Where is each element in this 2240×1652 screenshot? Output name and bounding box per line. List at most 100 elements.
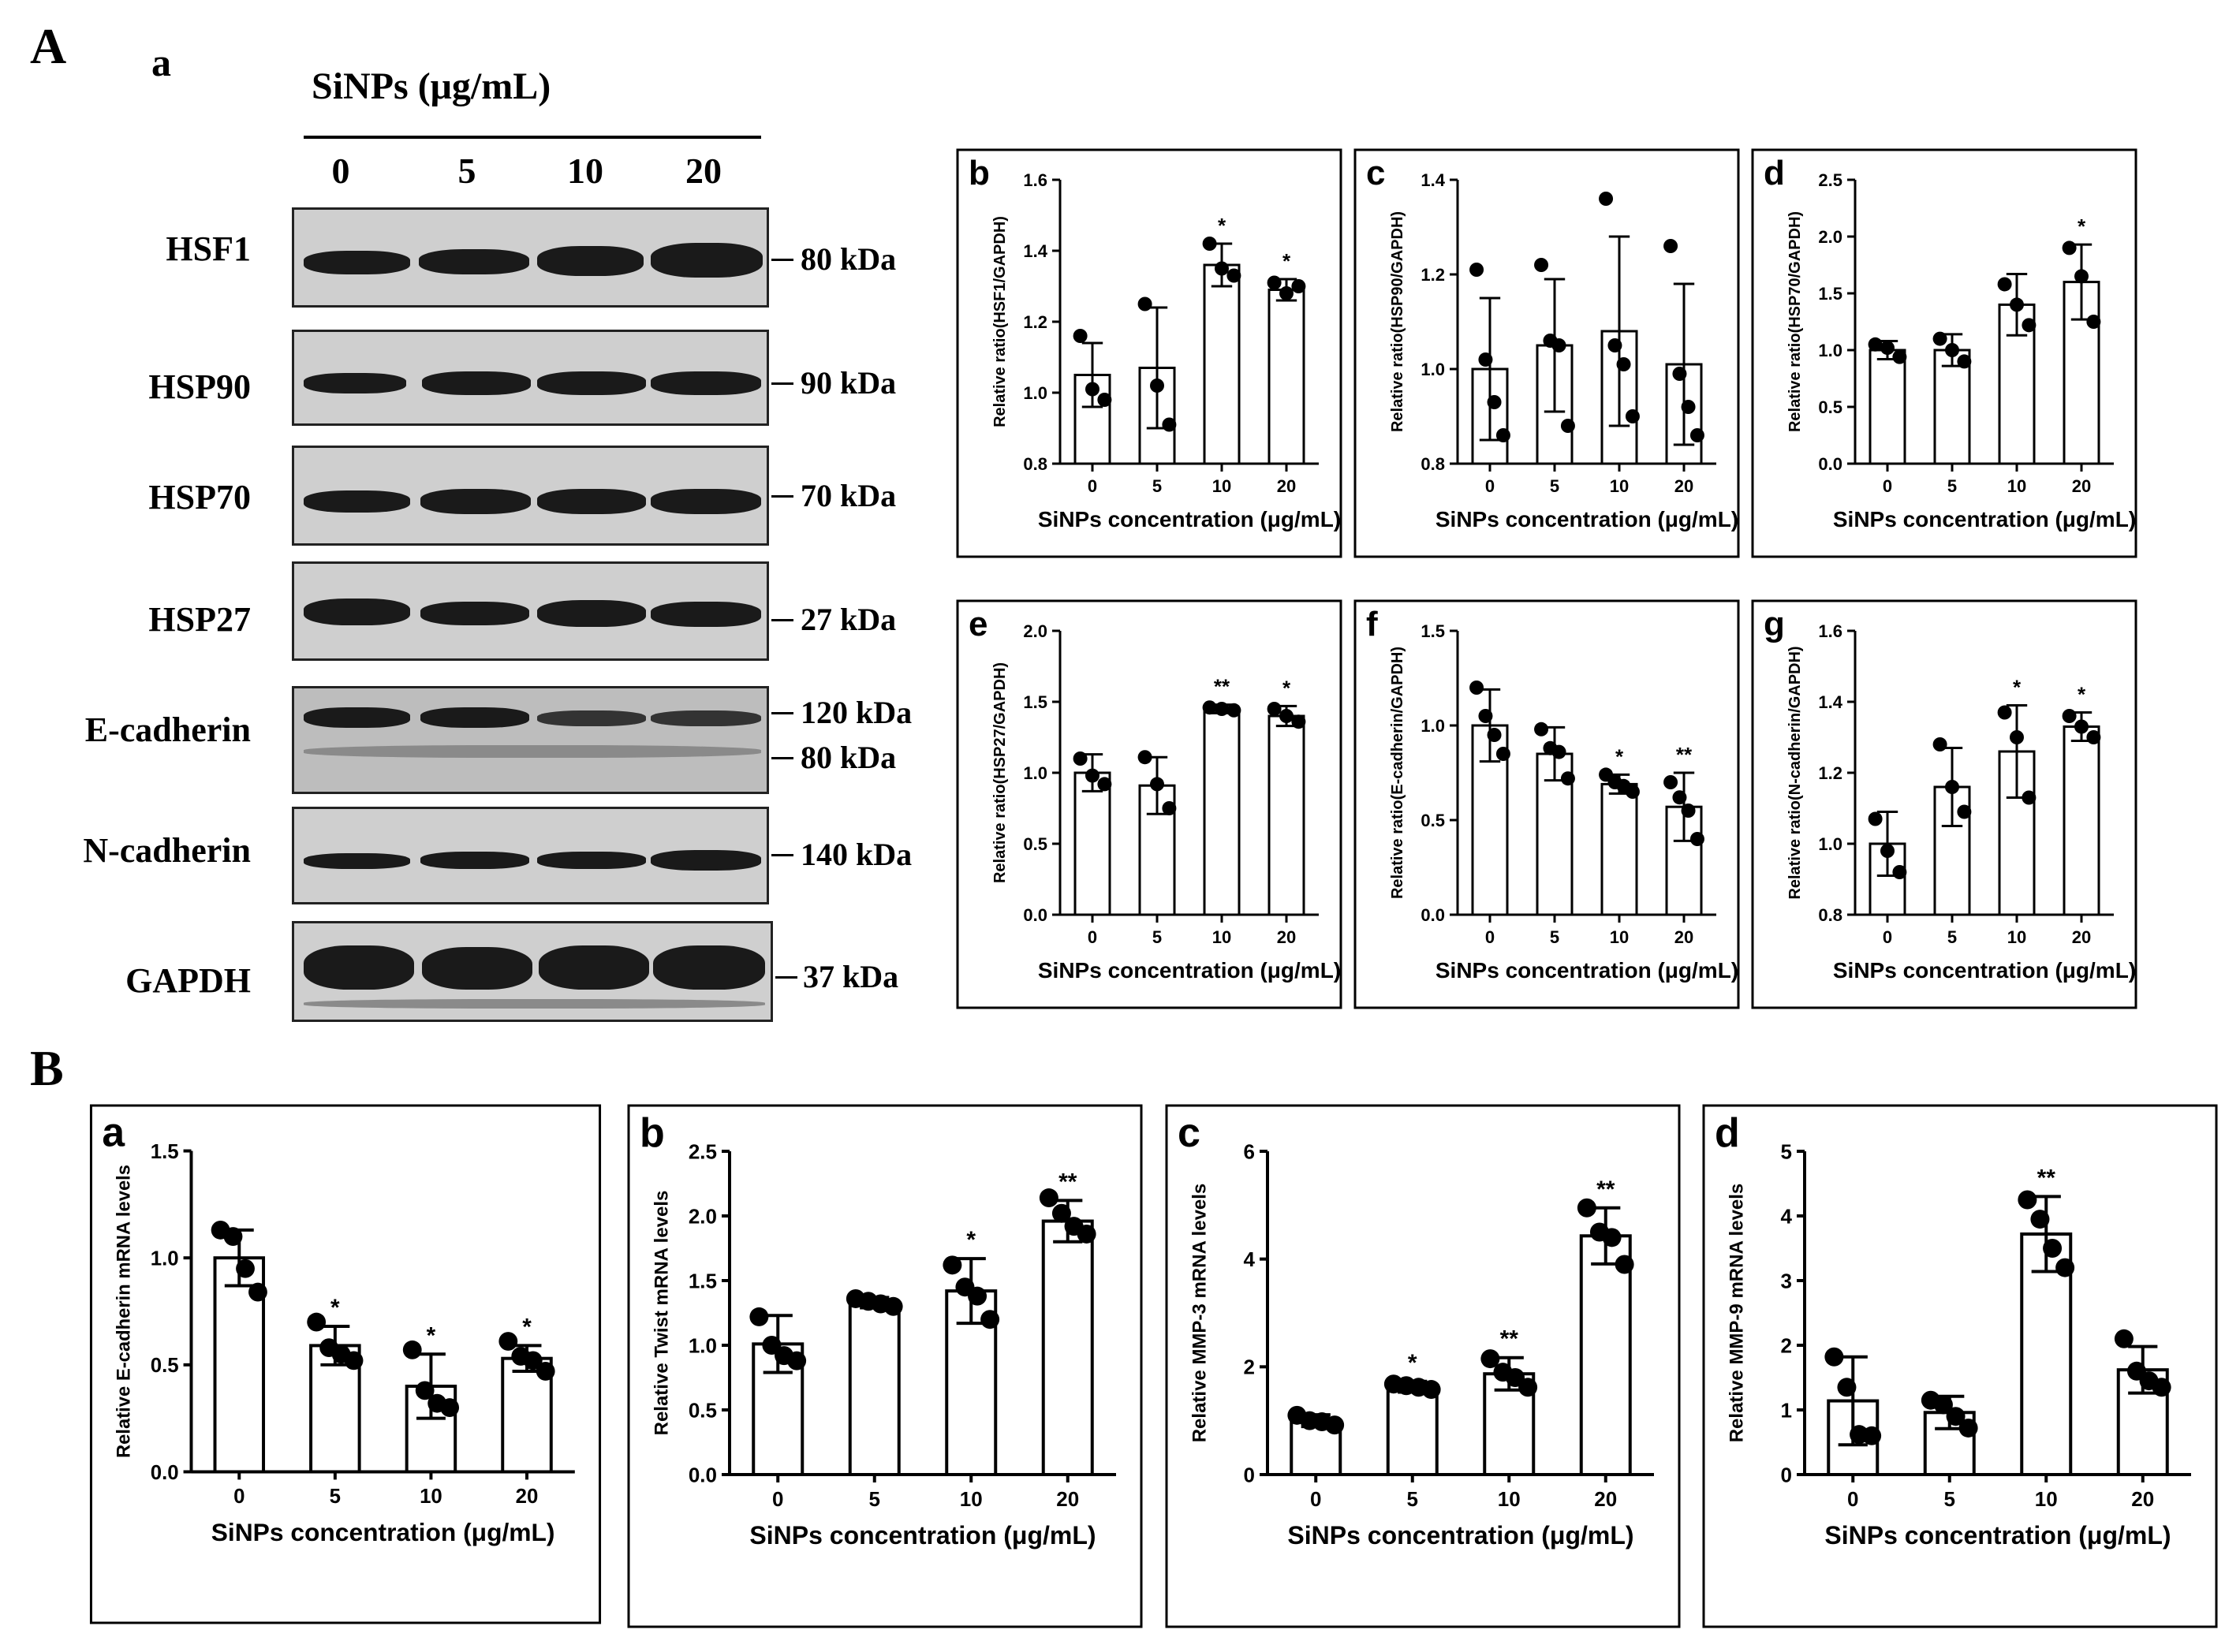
x-tick-label: 10	[1610, 927, 1629, 947]
significance-mark: *	[330, 1295, 340, 1321]
x-tick-label: 5	[1947, 476, 1957, 496]
marker-n-cadherin: 140 kDa	[801, 837, 913, 872]
data-point	[1051, 1203, 1071, 1223]
x-tick-label: 20	[1594, 1487, 1617, 1511]
dose-label-10: 10	[567, 151, 603, 191]
panel-letter: c	[1366, 154, 1385, 192]
y-tick-label: 1.5	[689, 1269, 717, 1292]
panel-letter: f	[1366, 605, 1378, 643]
significance-mark: **	[1596, 1177, 1615, 1203]
blot-n-cadherin	[292, 807, 769, 904]
blot-hsf1	[292, 207, 769, 308]
chart-hsf1-ratio: b 0.8 1.0 1.2 1.4 1.6 0 5 * 10 * 20 SiNPs concentrat…	[956, 148, 1342, 558]
data-point	[1615, 1255, 1634, 1274]
data-point	[1945, 343, 1959, 357]
y-tick-label: 1.5	[1023, 692, 1047, 712]
y-tick-label: 1.5	[1818, 284, 1842, 304]
marker-e-cadherin-80: 80 kDa	[801, 740, 897, 775]
y-tick-label: 0	[1781, 1463, 1792, 1486]
y-tick-label: 1.0	[151, 1247, 179, 1270]
y-tick-label: 1.6	[1023, 170, 1047, 190]
dose-label-20: 20	[685, 151, 722, 191]
data-point	[1137, 750, 1152, 765]
x-tick-label: 10	[960, 1487, 983, 1511]
panel-letter: c	[1178, 1110, 1200, 1156]
data-point	[415, 1381, 435, 1400]
blot-label-e-cadherin: E-cadherin	[84, 710, 251, 749]
x-axis-label: SiNPs concentration (μg/mL)	[1435, 958, 1738, 983]
significance-mark: *	[1282, 249, 1291, 273]
significance-mark: *	[427, 1322, 436, 1348]
x-tick-label: 5	[869, 1487, 880, 1511]
significance-mark: *	[2078, 214, 2086, 238]
y-tick-label: 0.5	[151, 1355, 179, 1377]
data-point	[2086, 730, 2101, 744]
data-point	[1880, 844, 1895, 858]
data-point	[1681, 400, 1696, 414]
marker-gapdh: 37 kDa	[803, 959, 899, 994]
y-tick-label: 0.0	[151, 1462, 179, 1484]
data-point	[1689, 428, 1704, 442]
significance-mark: *	[966, 1227, 976, 1253]
y-tick-label: 0.8	[1818, 905, 1842, 925]
data-point	[1892, 349, 1907, 364]
data-point	[2022, 790, 2037, 805]
y-tick-label: 1.6	[1818, 621, 1842, 641]
data-point	[402, 1340, 422, 1359]
y-tick-label: 1.4	[1023, 241, 1047, 261]
data-point	[1945, 780, 1959, 794]
x-axis-label: SiNPs concentration (μg/mL)	[749, 1521, 1096, 1549]
data-point	[1602, 1228, 1622, 1247]
chart-hsp90-ratio: c 0.8 1.0 1.2 1.4 0 5 10 20 SiNPs concentration (…	[1353, 148, 1740, 558]
data-point	[1599, 192, 1614, 206]
data-point	[1291, 279, 1306, 293]
significance-mark: *	[1282, 676, 1291, 699]
data-point	[1162, 801, 1177, 815]
y-tick-label: 2.0	[689, 1204, 717, 1228]
data-point	[1215, 261, 1229, 276]
x-tick-label: 20	[1277, 476, 1296, 496]
data-point	[1957, 354, 1972, 369]
y-tick-label: 0.0	[1818, 454, 1842, 474]
blot-label-hsp90: HSP90	[148, 367, 251, 406]
y-axis-label: Relative MMP-9 mRNA levels	[1726, 1184, 1747, 1443]
x-tick-label: 10	[2007, 476, 2026, 496]
significance-mark: **	[1058, 1169, 1077, 1195]
y-tick-label: 1.0	[1421, 716, 1445, 736]
data-point	[1291, 714, 1306, 729]
data-point	[1672, 367, 1687, 381]
x-axis-label: SiNPs concentration (μg/mL)	[1833, 958, 2136, 983]
bar-10	[1600, 782, 1638, 916]
bar-20	[1267, 289, 1305, 465]
blot-label-hsp27: HSP27	[148, 600, 251, 639]
panel-letter: b	[969, 154, 990, 192]
y-tick-label: 1.4	[1818, 692, 1842, 712]
data-point	[1933, 1395, 1953, 1415]
data-point	[307, 1312, 327, 1332]
data-point	[1868, 337, 1883, 352]
chart-e-cadherin-mrna: a 0.0 0.5 1.0 1.5 0 * 5 * 10 * 20 SiNPs concentratio…	[89, 1104, 602, 1624]
y-tick-label: 0.5	[1023, 834, 1047, 854]
data-point	[1625, 785, 1640, 799]
data-point	[1518, 1378, 1538, 1397]
panel-letter: g	[1764, 605, 1785, 643]
y-axis-label: Relative ratio(E-cadherin/GAPDH)	[1389, 647, 1406, 899]
chart-twist-mrna: b 0.0 0.5 1.0 1.5 2.0 2.5 0 5 * 10 ** 20 SiNPs concen…	[627, 1104, 1143, 1628]
x-tick-label: 5	[1550, 476, 1559, 496]
y-tick-label: 0.0	[689, 1463, 717, 1486]
data-point	[2010, 297, 2024, 312]
chart-mmp9-mrna: d 0 1 2 3 4 5 0 5 ** 10 20 SiNPs concentration (μg/m…	[1702, 1104, 2218, 1628]
blot-panel-letter: a	[151, 40, 171, 84]
data-point	[1226, 268, 1241, 283]
x-axis-label: SiNPs concentration (μg/mL)	[1435, 507, 1738, 531]
chart-n-cadherin-ratio: g 0.8 1.0 1.2 1.4 1.6 0 5 * 10 * 20 SiNPs concentrat…	[1751, 599, 2137, 1009]
y-tick-label: 2.0	[1818, 227, 1842, 247]
data-point	[1325, 1415, 1345, 1435]
data-point	[1469, 263, 1484, 277]
data-point	[1577, 1198, 1596, 1218]
y-tick-label: 3	[1781, 1269, 1792, 1292]
significance-mark: **	[1500, 1326, 1519, 1352]
data-point	[1478, 709, 1493, 723]
blot-header-rule	[304, 136, 761, 139]
x-tick-label: 10	[2007, 927, 2026, 947]
